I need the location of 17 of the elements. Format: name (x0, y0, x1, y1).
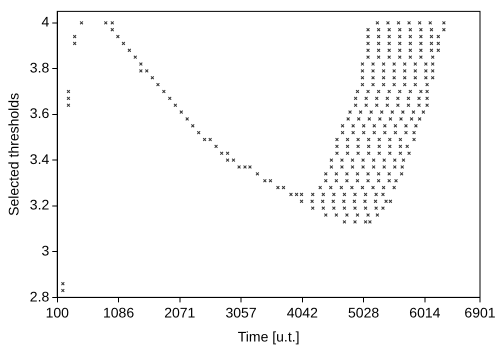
x-tick-label: 100 (46, 304, 70, 321)
y-tick-label: 3.2 (30, 196, 50, 213)
y-tick-label: 3.4 (30, 150, 50, 167)
x-tick-label: 6901 (464, 304, 496, 321)
y-tick-label: 4 (41, 14, 50, 30)
x-tick-label: 4042 (286, 304, 318, 321)
y-tick-label: 3.8 (30, 59, 50, 76)
x-tick-label: 5028 (348, 304, 380, 321)
y-tick-label: 3 (41, 242, 50, 258)
x-axis-title: Time [u.t.] (238, 328, 300, 344)
y-tick-label: 2.8 (30, 288, 50, 304)
x-tick-label: 6014 (409, 304, 441, 321)
x-tick-label: 3057 (225, 304, 257, 321)
x-tick-label: 1086 (102, 304, 134, 321)
y-axis-title: Selected thresholds (5, 92, 22, 216)
x-tick-label: 2071 (164, 304, 196, 321)
y-tick-label: 3.6 (30, 105, 50, 122)
